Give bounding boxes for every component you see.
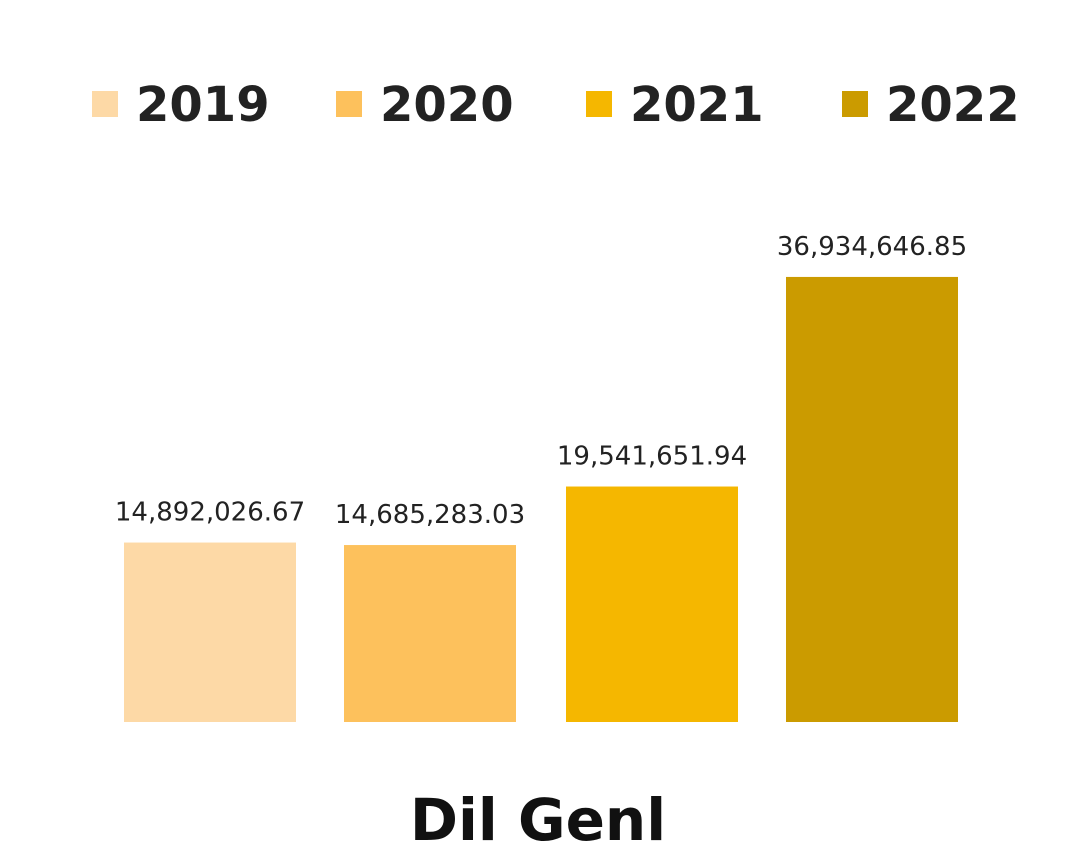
data-label-2020: 14,685,283.03 bbox=[335, 500, 525, 530]
x-axis: Dil Genl bbox=[410, 786, 666, 854]
data-label-2021: 19,541,651.94 bbox=[557, 442, 747, 472]
legend-swatch-2019 bbox=[92, 91, 118, 117]
bars bbox=[124, 276, 958, 722]
legend-label-2020: 2020 bbox=[380, 77, 514, 133]
legend-swatch-2022 bbox=[842, 91, 868, 117]
data-label-2019: 14,892,026.67 bbox=[115, 498, 305, 528]
legend-label-2022: 2022 bbox=[886, 77, 1020, 133]
data-labels: 14,892,026.67 14,685,283.03 19,541,651.94 3… bbox=[115, 232, 967, 530]
data-label-2022: 36,934,646.85 bbox=[777, 232, 967, 262]
legend-item-2020: 2020 bbox=[336, 77, 514, 133]
legend-item-2019: 2019 bbox=[92, 77, 270, 133]
bar-2020 bbox=[344, 545, 516, 722]
bar-2022 bbox=[786, 276, 958, 722]
legend: 2019 2020 2021 2022 bbox=[92, 77, 1020, 133]
bar-2019 bbox=[124, 542, 296, 722]
legend-label-2019: 2019 bbox=[136, 77, 270, 133]
legend-label-2021: 2021 bbox=[630, 77, 764, 133]
legend-item-2022: 2022 bbox=[842, 77, 1020, 133]
x-axis-category-label: Dil Genl bbox=[410, 786, 666, 854]
legend-item-2021: 2021 bbox=[586, 77, 764, 133]
legend-swatch-2020 bbox=[336, 91, 362, 117]
bar-2021 bbox=[566, 486, 738, 722]
legend-swatch-2021 bbox=[586, 91, 612, 117]
